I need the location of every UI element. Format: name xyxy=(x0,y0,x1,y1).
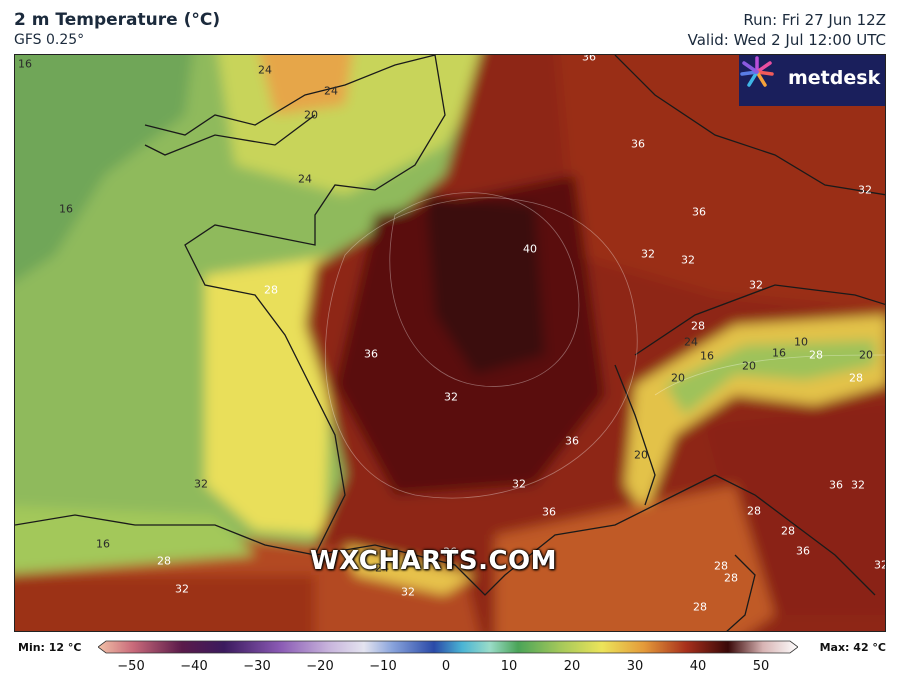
contour-label: 28 xyxy=(691,319,705,333)
contour-label: 36 xyxy=(631,137,645,151)
contour-label: 28 xyxy=(693,600,707,614)
contour-label: 16 xyxy=(700,349,714,363)
contour-label: 16 xyxy=(59,202,73,216)
contour-label: 16 xyxy=(772,346,786,360)
contour-label: 24 xyxy=(684,335,698,349)
contour-label: 32 xyxy=(512,477,526,491)
contour-label: 16 xyxy=(18,57,32,71)
min-label: Min: 12 °C xyxy=(18,641,82,654)
contour-label: 28 xyxy=(264,283,278,297)
coastlines xyxy=(15,55,885,631)
contour-label: 28 xyxy=(157,554,171,568)
temperature-map: 16 24 24 20 16 24 36 36 32 36 40 32 32 2… xyxy=(14,54,886,632)
colorbar-tick: 10 xyxy=(500,659,518,674)
colorbar-tick: −50 xyxy=(117,659,145,674)
contour-label: 32 xyxy=(444,390,458,404)
watermark: WXCHARTS.COM xyxy=(310,546,558,576)
contour-label: 36 xyxy=(542,505,556,519)
contour-label: 28 xyxy=(849,371,863,385)
map-graphic xyxy=(15,55,885,631)
colorbar-tick: −20 xyxy=(306,659,334,674)
contour-label: 32 xyxy=(858,183,872,197)
contour-label: 32 xyxy=(175,582,189,596)
contour-label: 32 xyxy=(874,558,885,572)
run-time: Run: Fri 27 Jun 12Z xyxy=(743,11,886,29)
contour-label: 36 xyxy=(829,478,843,492)
metdesk-logo-icon xyxy=(740,56,774,87)
colorbar-tick: 30 xyxy=(626,659,644,674)
contour-label: 28 xyxy=(809,348,823,362)
colorbar-tick: 40 xyxy=(689,659,707,674)
contour-label: 20 xyxy=(859,348,873,362)
contour-label: 24 xyxy=(324,84,338,98)
contour-label: 28 xyxy=(781,524,795,538)
contour-label: 36 xyxy=(692,205,706,219)
contour-label: 32 xyxy=(681,253,695,267)
contour-label: 28 xyxy=(714,559,728,573)
colorbar-tick: −30 xyxy=(243,659,271,674)
contour-label: 32 xyxy=(851,478,865,492)
contour-label: 32 xyxy=(194,477,208,491)
contour-label: 36 xyxy=(565,434,579,448)
contour-label: 36 xyxy=(796,544,810,558)
colorbar-tick: −40 xyxy=(180,659,208,674)
contour-label: 20 xyxy=(671,371,685,385)
contour-label: 24 xyxy=(258,63,272,77)
colorbar-tick: 0 xyxy=(441,659,451,674)
contour-label: 28 xyxy=(724,571,738,585)
contour-label: 36 xyxy=(582,54,596,64)
contour-label: 40 xyxy=(523,242,537,256)
contour-label: 28 xyxy=(747,504,761,518)
max-label: Max: 42 °C xyxy=(819,641,886,654)
colorbar-tick: 20 xyxy=(563,659,581,674)
valid-time: Valid: Wed 2 Jul 12:00 UTC xyxy=(687,31,886,49)
metdesk-logo-text: metdesk xyxy=(788,67,881,89)
contour-label: 32 xyxy=(749,278,763,292)
contour-label: 20 xyxy=(634,448,648,462)
contour-label: 20 xyxy=(304,108,318,122)
colorbar xyxy=(98,640,798,654)
contour-label: 36 xyxy=(443,545,457,559)
contour-label: 32 xyxy=(641,247,655,261)
chart-title: 2 m Temperature (°C) xyxy=(14,10,221,30)
contour-label: 20 xyxy=(742,359,756,373)
contour-label: 36 xyxy=(364,347,378,361)
contour-label: 16 xyxy=(96,537,110,551)
model-name: GFS 0.25° xyxy=(14,32,85,48)
contour-label: 24 xyxy=(298,172,312,186)
contour-label: 10 xyxy=(794,335,808,349)
contour-label: 24 xyxy=(375,561,389,575)
metdesk-logo: metdesk xyxy=(739,55,885,106)
colorbar-tick: −10 xyxy=(369,659,397,674)
contour-label: 32 xyxy=(401,585,415,599)
colorbar-tick: 50 xyxy=(752,659,770,674)
